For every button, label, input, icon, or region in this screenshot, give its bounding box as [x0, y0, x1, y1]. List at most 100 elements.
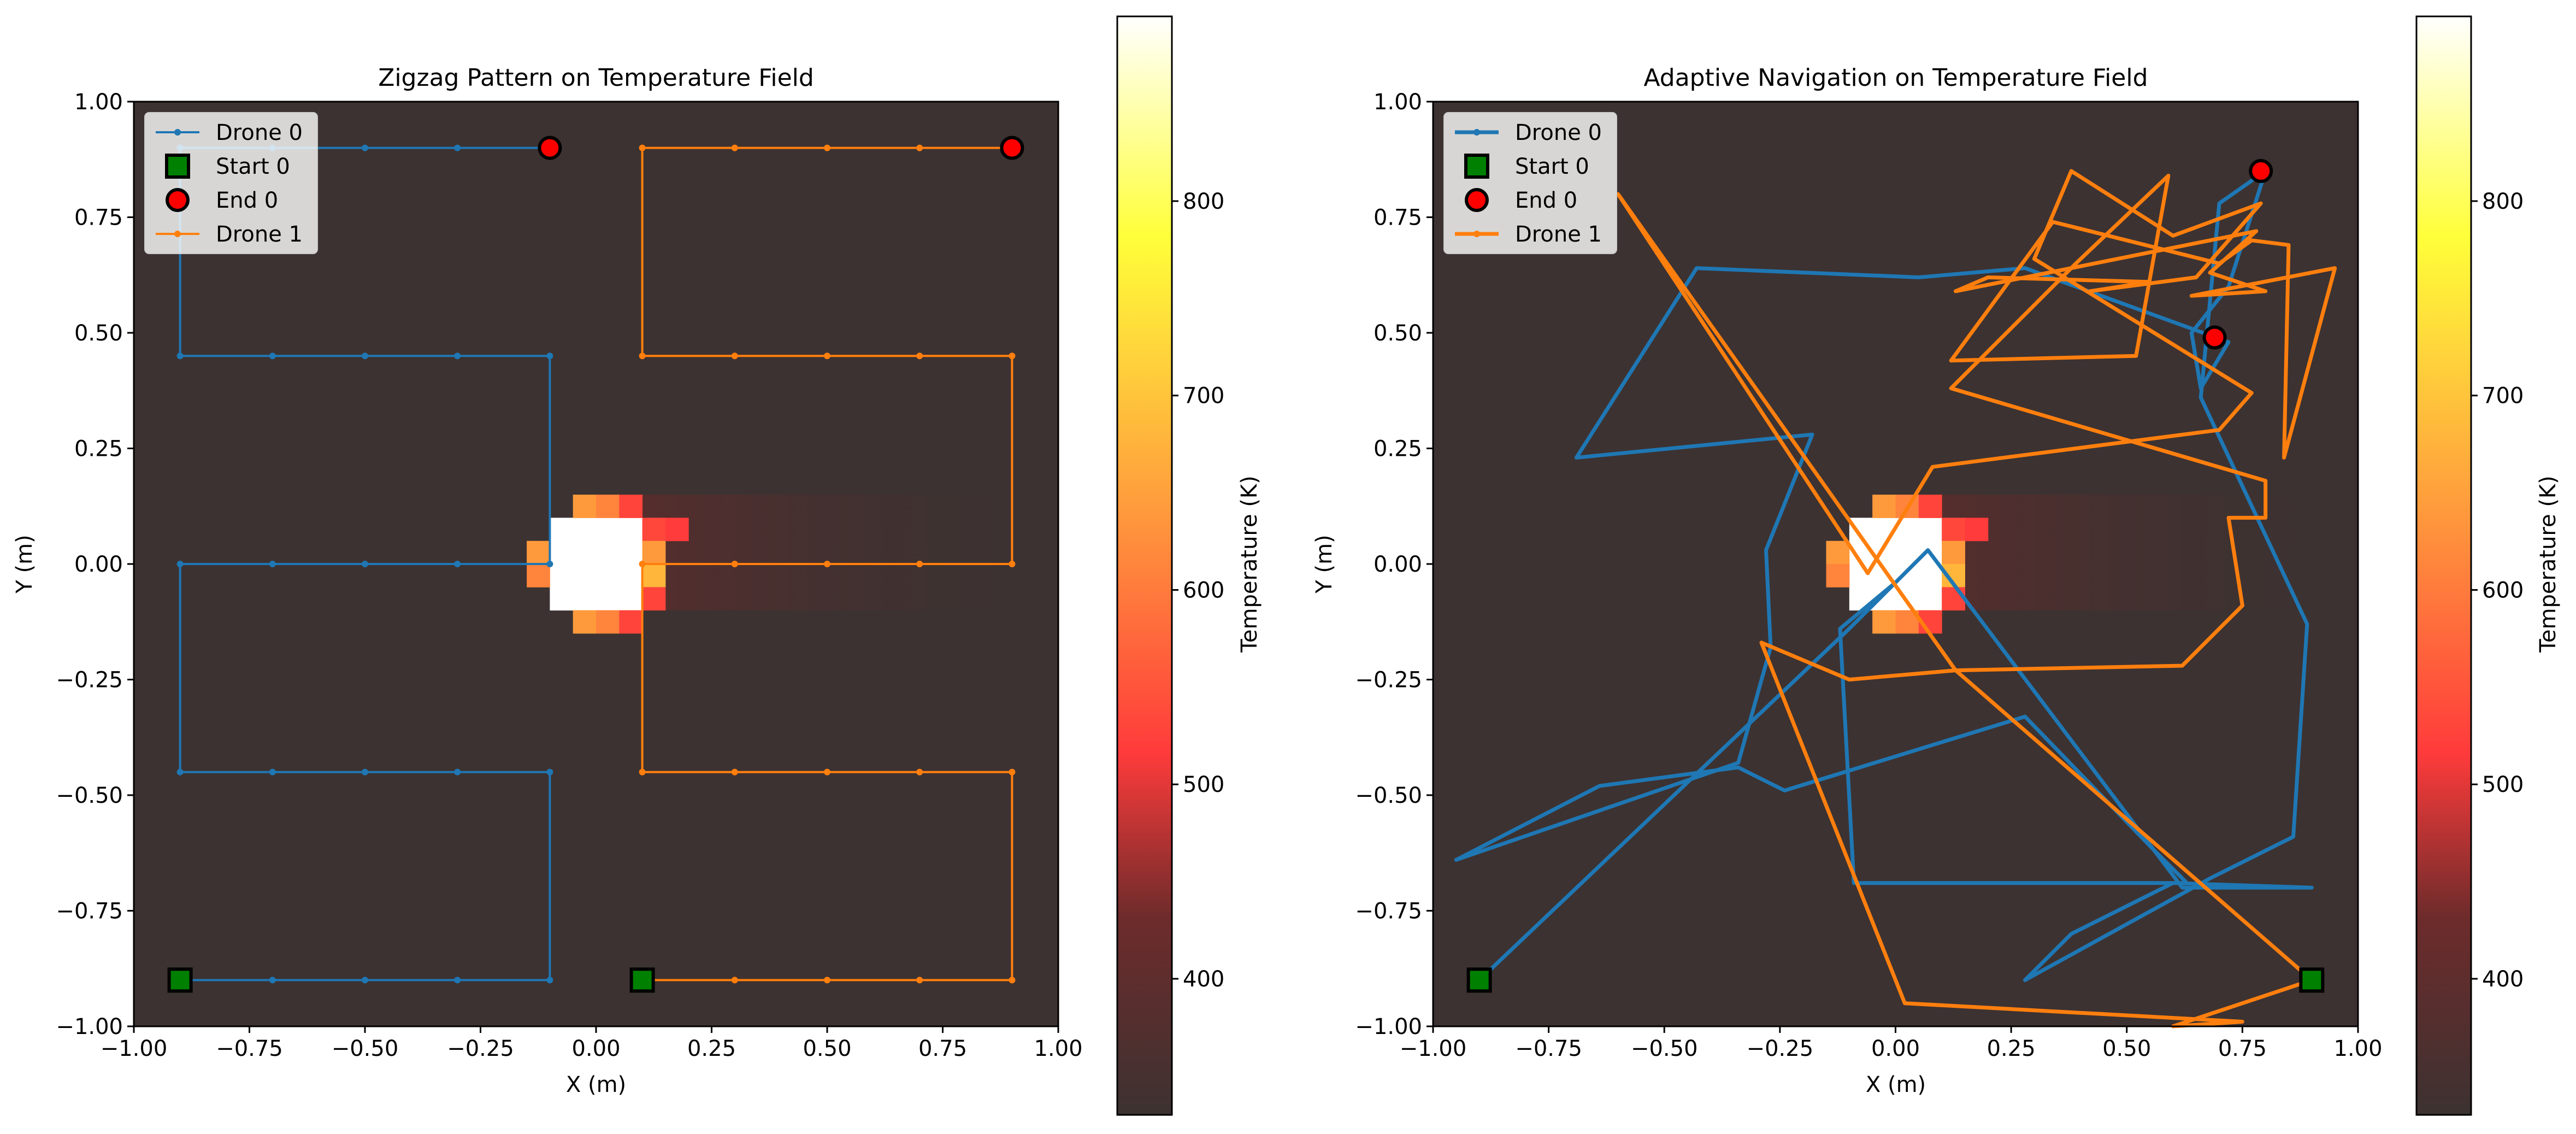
colorbar-tick-label: 800: [1183, 189, 1224, 214]
legend-label: Drone 1: [216, 222, 303, 247]
chart-title: Adaptive Navigation on Temperature Field: [1643, 64, 2148, 92]
legend-start-marker: [165, 154, 190, 179]
heat-cell: [573, 540, 597, 565]
heat-plume: [642, 495, 1058, 610]
heat-cell: [573, 610, 597, 634]
y-tick-label: 1.00: [74, 90, 123, 115]
y-tick-label: 0.00: [1374, 552, 1422, 577]
heatmap: [1433, 102, 2358, 1026]
panel-zigzag: Zigzag Pattern on Temperature Field −1.0…: [12, 15, 1262, 1116]
legend-label: End 0: [1515, 188, 1577, 213]
series-point: [639, 561, 646, 567]
x-axis: −1.00 −0.75 −0.50 −0.25 0.00 0.25 0.50 0.75 1.00: [101, 1026, 1083, 1061]
series-point: [362, 352, 368, 360]
heat-cell: [619, 610, 643, 634]
heat-cell: [573, 587, 597, 611]
colorbar-tick-label: 700: [2482, 384, 2524, 409]
x-tick-label: −0.25: [447, 1036, 514, 1061]
y-tick-label: 1.00: [1374, 90, 1422, 115]
x-tick-label: −0.25: [1747, 1036, 1814, 1061]
end-marker: [2202, 325, 2227, 350]
x-tick-label: 0.75: [2218, 1036, 2267, 1061]
heat-cell: [642, 540, 666, 565]
legend-marker: [174, 231, 181, 237]
legend-label: Start 0: [216, 154, 290, 179]
x-tick-label: 1.00: [2333, 1036, 2382, 1061]
series-line-drone-0: [1454, 169, 2314, 982]
x-tick-label: 1.00: [1034, 1036, 1082, 1061]
series-point: [176, 768, 184, 775]
series-point: [362, 768, 368, 775]
colorbar-tick-label: 500: [2482, 772, 2524, 797]
heat-cell: [619, 540, 643, 565]
end-marker: [538, 136, 562, 160]
x-tick-label: 0.00: [1871, 1036, 1920, 1061]
colorbar-tick-label: 800: [2482, 189, 2524, 214]
heat-cell: [1872, 610, 1896, 634]
y-tick-label: −0.50: [1355, 783, 1422, 808]
heat-cell: [1942, 518, 1965, 542]
series-point: [731, 768, 738, 775]
y-tick-label: −0.25: [1355, 668, 1422, 693]
colorbar-gradient: [1116, 15, 1173, 1116]
series-point: [916, 352, 923, 360]
heat-cell: [1942, 587, 1965, 611]
series-point: [824, 977, 830, 984]
legend: Drone 0 Start 0 End 0 Drone 1: [144, 112, 318, 254]
series-point: [731, 561, 738, 567]
heat-cell: [527, 540, 550, 565]
legend-box: [144, 112, 318, 254]
colorbar-tick-label: 400: [1183, 967, 1224, 992]
series-point: [639, 144, 646, 151]
x-tick-label: −0.50: [1631, 1036, 1698, 1061]
series-point: [546, 768, 553, 775]
x-tick-label: 0.25: [1987, 1036, 2036, 1061]
series-point: [1009, 352, 1016, 360]
heat-cell: [550, 540, 574, 565]
y-tick-label: 0.75: [74, 205, 123, 231]
legend-marker: [174, 129, 181, 136]
y-axis-label: Y (m): [12, 534, 37, 594]
y-tick-label: 0.25: [1374, 437, 1422, 462]
series-point: [731, 352, 738, 360]
y-tick-label: 0.50: [1374, 321, 1422, 346]
heat-cell: [573, 495, 597, 518]
series-point: [176, 561, 184, 567]
x-tick-label: 0.75: [918, 1036, 967, 1061]
colorbar-gradient: [2415, 15, 2472, 1116]
heat-cell: [550, 518, 574, 542]
series-point: [454, 977, 461, 984]
series-point: [916, 977, 923, 984]
series-point: [454, 144, 461, 151]
heat-cell: [642, 587, 666, 611]
colorbar-tick-label: 700: [1183, 384, 1224, 409]
x-tick-label: 0.00: [571, 1036, 620, 1061]
x-tick-label: −1.00: [1400, 1036, 1467, 1061]
series-point: [1009, 768, 1016, 775]
series-point: [1009, 561, 1016, 567]
heat-plume: [1942, 495, 2358, 610]
series-point: [454, 352, 461, 360]
legend-end-marker: [166, 188, 190, 212]
x-tick-label: −0.75: [1515, 1036, 1582, 1061]
series-point: [824, 144, 830, 151]
heat-cell: [1895, 564, 1919, 587]
y-axis-label: Y (m): [1312, 534, 1337, 594]
series-point: [362, 977, 368, 984]
legend-box: [1443, 112, 1617, 254]
heat-cell: [573, 518, 597, 542]
x-tick-label: −0.75: [216, 1036, 283, 1061]
heat-cell: [1918, 587, 1942, 611]
start-marker: [629, 967, 655, 993]
legend-end-marker: [1465, 188, 1489, 212]
y-tick-label: 0.00: [74, 552, 123, 577]
heat-cell: [596, 540, 620, 565]
heat-cell: [1965, 518, 1989, 542]
y-tick-label: −1.00: [56, 1014, 123, 1039]
heat-cell: [596, 564, 620, 587]
legend-marker: [1473, 129, 1480, 136]
series-point: [269, 977, 276, 984]
heat-cell: [596, 495, 620, 518]
